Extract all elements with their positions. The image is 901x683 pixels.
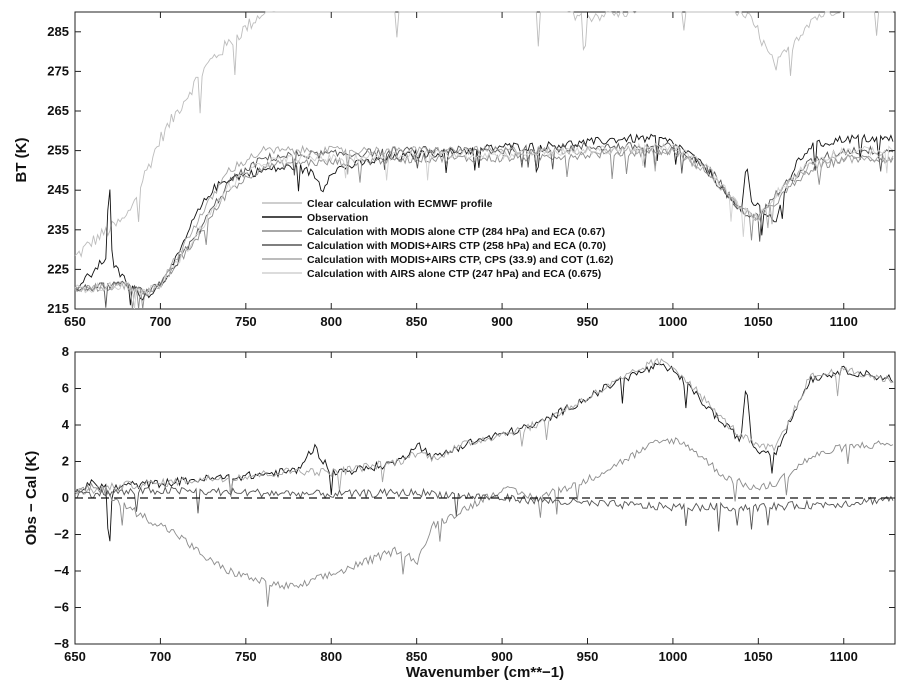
diff-x-tick-label: 700 <box>150 649 172 664</box>
diff-y-axis-title: Obs − Cal (K) <box>23 451 40 546</box>
diff-y-tick-label: 8 <box>62 344 69 359</box>
diff-x-tick-label: 800 <box>320 649 342 664</box>
diff-series-1 <box>74 437 894 607</box>
bt-series-5 <box>74 142 894 310</box>
legend-label: Calculation with MODIS alone CTP (284 hP… <box>307 226 605 238</box>
diff-x-tick-label: 1050 <box>744 649 773 664</box>
bt-y-tick-label: 235 <box>47 222 69 237</box>
bt-y-tick-label: 245 <box>47 182 69 197</box>
diff-y-tick-label: −8 <box>54 636 69 651</box>
bt-series-group <box>74 11 894 310</box>
bt-y-ticks: 215 225 235 245 255 265 275 285 <box>47 24 895 316</box>
bt-y-tick-label: 215 <box>47 301 69 316</box>
diff-y-tick-label: 6 <box>62 381 69 396</box>
diff-y-ticks: −8 −6 −4 −2 0 2 4 6 8 <box>54 344 895 651</box>
diff-x-tick-label: 650 <box>64 649 86 664</box>
bt-x-tick-label: 800 <box>320 314 342 329</box>
bt-y-tick-label: 285 <box>47 24 69 39</box>
bt-x-tick-label: 850 <box>406 314 428 329</box>
bt-x-tick-label: 1050 <box>744 314 773 329</box>
diff-y-tick-label: 4 <box>62 417 70 432</box>
diff-panel: 650 700 750 800 850 900 950 1000 1050 1100 −8 −6 −4… <box>23 344 896 681</box>
bt-y-tick-label: 255 <box>47 143 69 158</box>
bt-x-tick-label: 950 <box>577 314 599 329</box>
diff-y-tick-label: 2 <box>62 454 69 469</box>
legend-label: Calculation with AIRS alone CTP (247 hPa… <box>307 268 601 280</box>
diff-series-2 <box>74 357 894 497</box>
diff-y-tick-label: −6 <box>54 600 69 615</box>
diff-y-tick-label: −2 <box>54 527 69 542</box>
diff-x-tick-label: 750 <box>235 649 257 664</box>
diff-series-0 <box>74 362 894 542</box>
diff-y-tick-label: −4 <box>54 563 70 578</box>
diff-x-tick-label: 1000 <box>658 649 687 664</box>
diff-y-tick-label: 0 <box>62 490 69 505</box>
bt-x-tick-label: 900 <box>491 314 513 329</box>
bt-y-tick-label: 225 <box>47 261 69 276</box>
diff-x-ticks: 650 700 750 800 850 900 950 1000 1050 1100 <box>64 352 858 664</box>
diff-x-tick-label: 900 <box>491 649 513 664</box>
diff-x-tick-label: 850 <box>406 649 428 664</box>
diff-series-3 <box>74 486 894 532</box>
bt-panel: 650 700 750 800 850 900 950 1000 1050 1100 215 225… <box>13 11 896 329</box>
diff-series-group <box>74 357 895 607</box>
bt-y-tick-label: 265 <box>47 103 69 118</box>
legend-label: Calculation with MODIS+AIRS CTP, CPS (33… <box>307 254 613 266</box>
diff-x-tick-label: 1100 <box>830 649 858 664</box>
legend-label: Calculation with MODIS+AIRS CTP (258 hPa… <box>307 240 606 252</box>
legend: Clear calculation with ECMWF profile Obse… <box>262 198 613 280</box>
bt-x-tick-label: 1000 <box>658 314 687 329</box>
bt-y-tick-label: 275 <box>47 63 69 78</box>
bt-x-tick-label: 750 <box>235 314 257 329</box>
bt-x-tick-label: 700 <box>150 314 172 329</box>
bt-y-axis-title: BT (K) <box>13 138 30 183</box>
diff-x-tick-label: 950 <box>577 649 599 664</box>
bt-x-ticks: 650 700 750 800 850 900 950 1000 1050 1100 <box>64 12 858 329</box>
bt-series-0 <box>74 11 893 258</box>
legend-label: Clear calculation with ECMWF profile <box>307 198 493 210</box>
x-axis-title: Wavenumber (cm**−1) <box>406 664 564 681</box>
bt-x-tick-label: 650 <box>64 314 86 329</box>
legend-label: Observation <box>307 212 368 224</box>
bt-x-tick-label: 1100 <box>830 314 858 329</box>
